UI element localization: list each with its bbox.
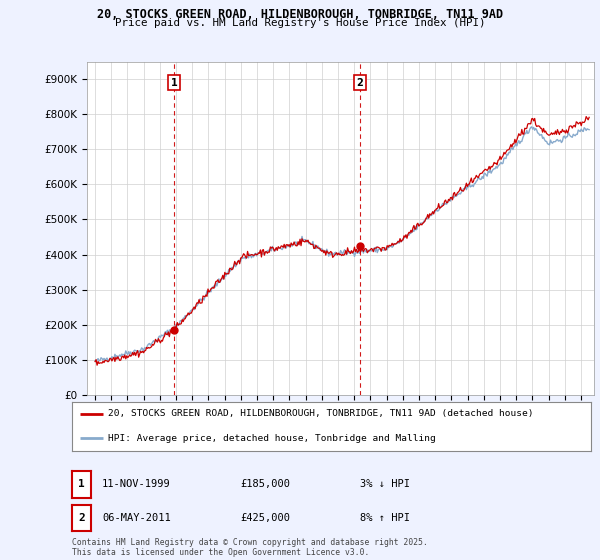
Text: £425,000: £425,000 (240, 513, 290, 523)
Text: 06-MAY-2011: 06-MAY-2011 (102, 513, 171, 523)
Text: Contains HM Land Registry data © Crown copyright and database right 2025.
This d: Contains HM Land Registry data © Crown c… (72, 538, 428, 557)
Text: 1: 1 (170, 78, 178, 88)
Text: 3% ↓ HPI: 3% ↓ HPI (360, 479, 410, 489)
Text: 2: 2 (78, 513, 85, 523)
Text: 8% ↑ HPI: 8% ↑ HPI (360, 513, 410, 523)
Text: 2: 2 (356, 78, 364, 88)
Text: 1: 1 (78, 479, 85, 489)
Text: Price paid vs. HM Land Registry's House Price Index (HPI): Price paid vs. HM Land Registry's House … (115, 18, 485, 29)
Text: £185,000: £185,000 (240, 479, 290, 489)
Text: 20, STOCKS GREEN ROAD, HILDENBOROUGH, TONBRIDGE, TN11 9AD (detached house): 20, STOCKS GREEN ROAD, HILDENBOROUGH, TO… (109, 409, 534, 418)
Text: 11-NOV-1999: 11-NOV-1999 (102, 479, 171, 489)
Text: 20, STOCKS GREEN ROAD, HILDENBOROUGH, TONBRIDGE, TN11 9AD: 20, STOCKS GREEN ROAD, HILDENBOROUGH, TO… (97, 8, 503, 21)
Text: HPI: Average price, detached house, Tonbridge and Malling: HPI: Average price, detached house, Tonb… (109, 434, 436, 443)
